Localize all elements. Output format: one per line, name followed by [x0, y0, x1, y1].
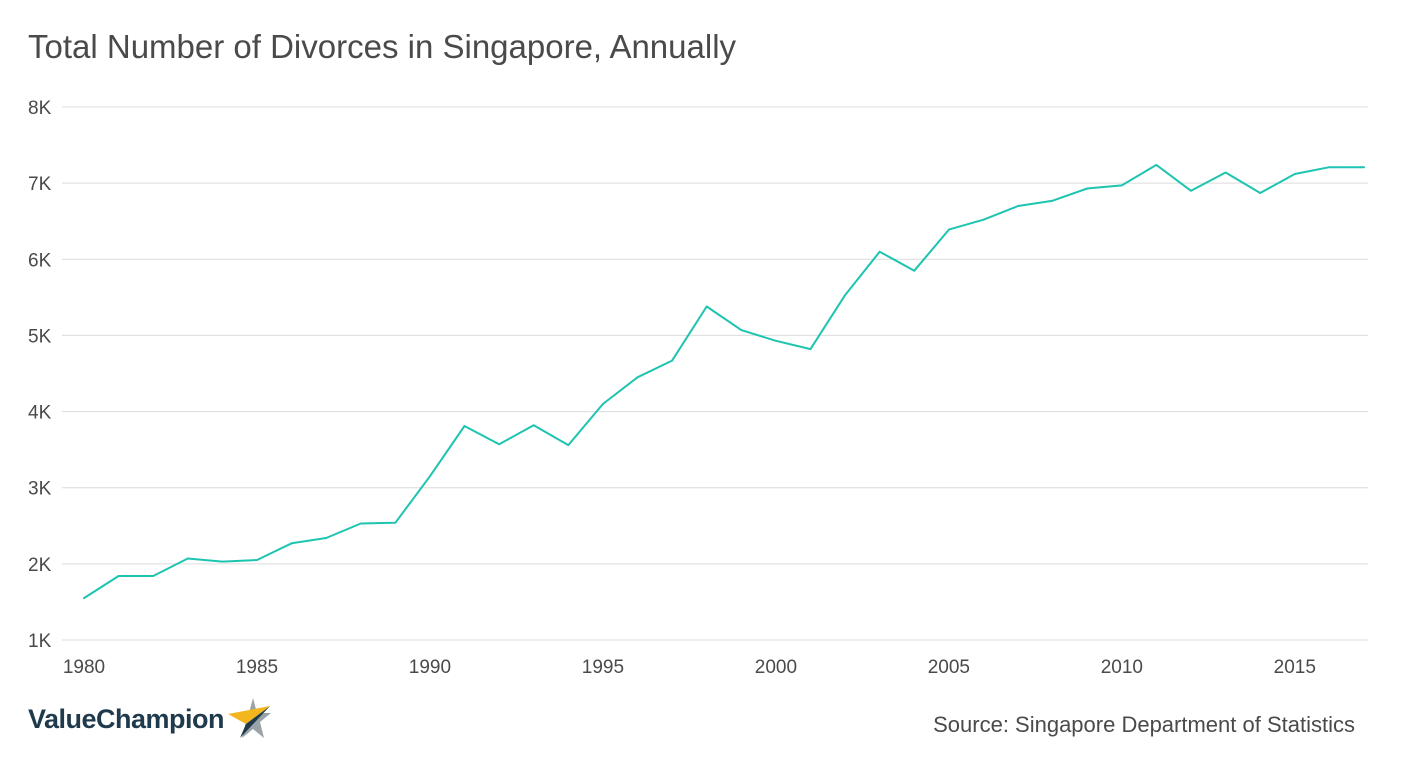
data-point	[117, 575, 120, 577]
data-point	[1328, 166, 1331, 168]
x-tick-label: 1990	[409, 657, 451, 678]
y-tick-label: 3K	[28, 479, 52, 500]
data-point	[394, 521, 397, 524]
star-icon	[228, 698, 272, 738]
brand-logo: ValueChampion	[28, 694, 272, 744]
source-note: Source: Singapore Department of Statisti…	[933, 712, 1355, 737]
data-point	[1363, 166, 1365, 168]
y-tick-label: 5K	[28, 326, 52, 347]
data-point	[1051, 199, 1054, 202]
y-tick-label: 7K	[28, 174, 52, 195]
x-tick-label: 2015	[1274, 657, 1316, 678]
data-point	[705, 305, 708, 308]
x-axis-ticks: 1980 1985 1990 1995 2000 2005 2010 2015	[63, 657, 1316, 678]
data-point	[221, 560, 224, 563]
series-layer	[83, 163, 1365, 600]
data-point	[463, 425, 466, 427]
data-point	[775, 339, 777, 342]
x-tick-label: 1995	[582, 657, 624, 678]
data-point	[429, 475, 431, 478]
x-tick-label: 1985	[236, 657, 278, 678]
brand-name: ValueChampion	[28, 703, 225, 734]
data-point	[152, 575, 154, 577]
data-point	[186, 557, 189, 560]
x-tick-label: 2010	[1101, 657, 1143, 678]
data-point	[1017, 205, 1019, 207]
y-tick-label: 2K	[28, 555, 52, 576]
series-line	[83, 163, 1365, 600]
data-point	[1121, 184, 1123, 187]
data-point	[1190, 189, 1192, 192]
data-point	[1259, 192, 1262, 194]
y-tick-label: 1K	[28, 631, 52, 652]
data-point	[1224, 171, 1227, 174]
chart-title: Total Number of Divorces in Singapore, A…	[28, 28, 737, 65]
data-point	[256, 559, 258, 561]
y-axis-ticks: 1K 2K 3K 4K 5K 6K 7K 8K	[28, 98, 52, 652]
y-tick-label: 4K	[28, 403, 52, 424]
y-tick-label: 8K	[28, 98, 52, 119]
data-point	[982, 218, 985, 221]
data-point	[913, 269, 916, 272]
data-point	[1294, 173, 1296, 175]
data-point	[325, 537, 327, 539]
data-point	[809, 348, 812, 350]
data-point	[290, 542, 293, 545]
data-point	[498, 443, 500, 446]
data-point	[602, 403, 604, 405]
data-point	[844, 294, 846, 296]
data-point	[1086, 187, 1089, 190]
data-point	[532, 424, 535, 427]
data-point	[83, 597, 85, 599]
data-point	[1155, 164, 1158, 166]
y-tick-label: 6K	[28, 250, 52, 271]
data-point	[740, 329, 743, 331]
x-tick-label: 1980	[63, 657, 105, 678]
x-tick-label: 2000	[755, 657, 797, 678]
x-tick-label: 2005	[928, 657, 970, 678]
data-point	[948, 228, 950, 231]
gridlines	[62, 106, 1368, 641]
data-point	[878, 250, 881, 253]
data-point	[567, 444, 570, 446]
data-point	[636, 376, 639, 379]
data-point	[359, 522, 362, 525]
data-point	[671, 359, 673, 362]
